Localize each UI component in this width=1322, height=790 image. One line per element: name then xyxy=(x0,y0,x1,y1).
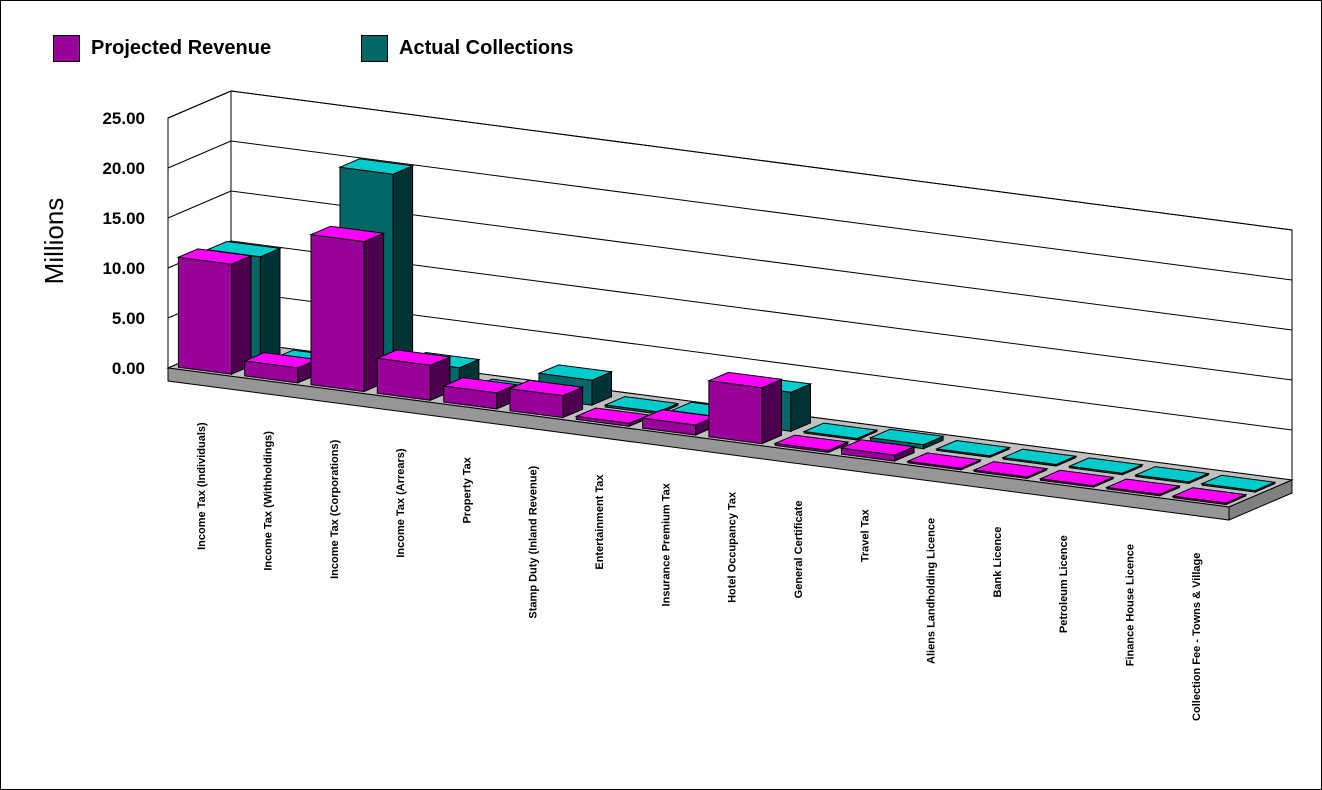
bar-actual-12-top xyxy=(1001,448,1078,466)
bar-projected-2 xyxy=(309,225,386,393)
bar-actual-10-top xyxy=(868,428,945,446)
gridline xyxy=(230,140,1293,281)
bar-actual-11-top xyxy=(934,439,1012,457)
floor-side xyxy=(1228,479,1293,521)
legend-label-actual: Actual Collections xyxy=(399,36,574,59)
bar-projected-11 xyxy=(905,452,983,471)
legend-swatch-projected xyxy=(53,34,80,62)
x-tick-label: Finance House Licence xyxy=(1125,544,1137,666)
y-tick-label: 25.00 xyxy=(102,109,145,128)
y-tick-label: 10.00 xyxy=(102,259,145,278)
bar-actual-0-side xyxy=(259,247,281,363)
x-tick-label: Stamp Duty (Inland Revenue) xyxy=(528,465,540,618)
y-tick-label: 0.00 xyxy=(112,359,145,378)
y-axis-ticks: 0.00 5.00 10.00 15.00 20.00 25.00 xyxy=(102,109,145,378)
bar-actual-2-side xyxy=(392,165,414,380)
bar-projected-3-top xyxy=(375,349,452,366)
bar-projected-8-top xyxy=(707,371,784,389)
bar-projected-11-top xyxy=(905,452,983,469)
x-tick-label: Income Tax (Withholdings) xyxy=(262,431,274,571)
bar-projected-9 xyxy=(773,434,850,454)
bar-actual-15-top xyxy=(1200,474,1277,492)
bar-projected-2-front xyxy=(310,234,365,393)
bar-projected-12 xyxy=(972,461,1049,480)
bar-projected-8-front xyxy=(708,380,763,445)
bar-projected-10 xyxy=(839,439,916,462)
y-tick-label: 20.00 xyxy=(102,159,145,178)
bar-projected-14-top xyxy=(1104,478,1182,495)
x-tick-label: Bank Licence xyxy=(992,527,1004,598)
bar-actual-14 xyxy=(1133,466,1211,485)
bar-actual-15 xyxy=(1200,474,1277,493)
bar-actual-6-top xyxy=(603,396,680,413)
legend-actual: Actual Collections xyxy=(361,34,573,62)
gridline-side xyxy=(167,140,232,169)
bar-actual-12 xyxy=(1001,448,1078,467)
bar-projected-14 xyxy=(1104,478,1182,497)
x-tick-label: Collection Fee - Towns & Village xyxy=(1191,553,1203,721)
bar-actual-13 xyxy=(1067,457,1144,476)
legend-swatch-actual xyxy=(361,34,388,62)
bar-projected-13 xyxy=(1038,469,1115,488)
bar-projected-0 xyxy=(176,248,253,375)
x-tick-label: Travel Tax xyxy=(859,508,871,562)
bar-projected-3 xyxy=(375,349,452,402)
bar-projected-4 xyxy=(441,377,519,410)
x-tick-label: Aliens Landholding Licence xyxy=(926,518,938,664)
x-tick-label: Petroleum Licence xyxy=(1058,535,1070,633)
legend-projected: Projected Revenue xyxy=(53,34,271,62)
x-tick-label: Income Tax (Arrears) xyxy=(395,448,407,558)
bar-projected-5-top xyxy=(508,379,585,397)
bar-actual-2-top xyxy=(338,158,415,175)
x-tick-label: Insurance Premium Tax xyxy=(660,482,672,606)
bar-projected-5 xyxy=(508,379,585,419)
bar-actual-14-top xyxy=(1133,466,1211,483)
bar-projected-15 xyxy=(1171,487,1248,506)
bar-actual-13-top xyxy=(1067,457,1144,474)
x-tick-label: General Certificate xyxy=(793,501,805,599)
x-tick-label: Income Tax (Individuals) xyxy=(196,422,208,550)
y-tick-label: 15.00 xyxy=(102,209,145,228)
x-axis-labels: Income Tax (Individuals) Income Tax (With… xyxy=(196,422,1203,721)
legend-label-projected: Projected Revenue xyxy=(91,36,272,59)
gridline xyxy=(230,90,1293,231)
bar-projected-0-front xyxy=(177,256,232,375)
bars xyxy=(176,158,1277,506)
gridline-side xyxy=(167,190,232,219)
bar-projected-10-top xyxy=(839,439,916,456)
gridline-side xyxy=(167,90,232,119)
bar-projected-15-top xyxy=(1171,487,1248,504)
bar-actual-11 xyxy=(934,439,1012,459)
x-tick-label: Hotel Occupancy Tax xyxy=(727,491,739,603)
bar-projected-12-top xyxy=(972,461,1049,478)
bar-projected-8 xyxy=(707,371,784,445)
x-tick-label: Entertainment Tax xyxy=(594,474,606,570)
bar-actual-5-top xyxy=(537,364,614,381)
y-tick-label: 5.00 xyxy=(112,309,145,328)
x-tick-label: Property Tax xyxy=(461,456,473,523)
bar-projected-13-top xyxy=(1038,469,1115,487)
bar-projected-0-side xyxy=(231,255,252,375)
bar-projected-2-top xyxy=(309,225,386,243)
bar-projected-8-side xyxy=(761,378,782,445)
x-tick-label: Income Tax (Corporations) xyxy=(329,439,341,578)
bar-actual-9 xyxy=(802,422,879,441)
y-axis-title: Millions xyxy=(39,198,69,285)
bar-actual-9-top xyxy=(802,422,879,440)
bar-projected-4-top xyxy=(441,377,519,394)
bar-projected-9-top xyxy=(773,434,850,451)
bar-projected-0-top xyxy=(176,248,253,265)
